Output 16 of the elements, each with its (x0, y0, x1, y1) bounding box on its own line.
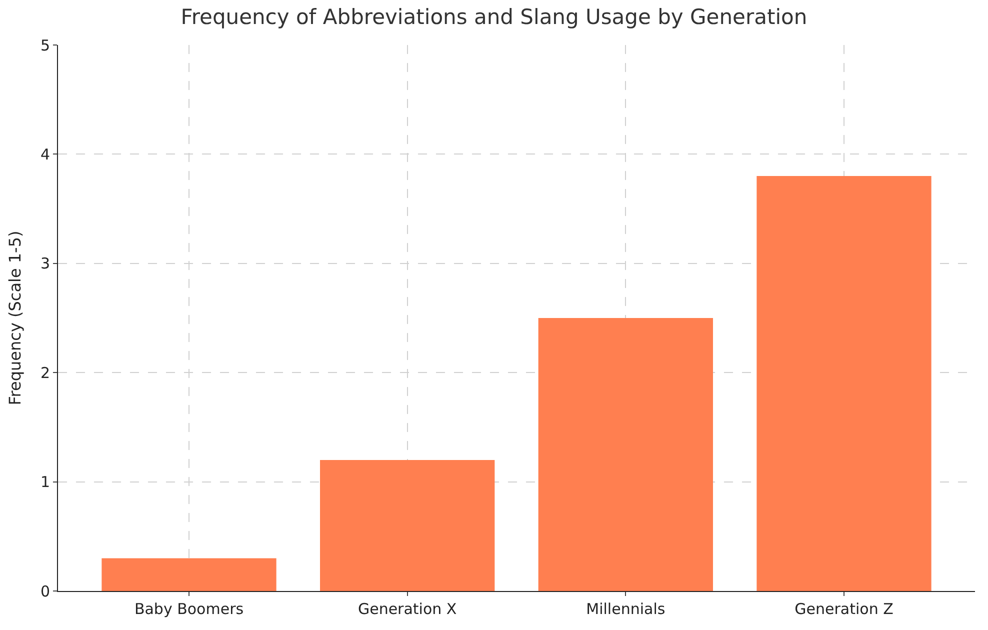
bar (756, 176, 932, 591)
y-tick-label: 1 (40, 473, 50, 492)
x-tick-label: Generation Z (794, 600, 894, 618)
x-tick-label: Generation X (358, 600, 457, 618)
x-tick-label: Millennials (586, 600, 666, 618)
y-tick-label: 4 (40, 145, 50, 164)
bar (102, 558, 276, 591)
chart-title: Frequency of Abbreviations and Slang Usage by Generation (180, 5, 808, 30)
y-tick-label: 5 (40, 36, 50, 54)
y-tick-label: 2 (40, 364, 50, 382)
y-tick-label: 0 (40, 582, 50, 600)
y-axis-title: Frequency (Scale 1-5) (5, 230, 24, 406)
y-tick-label: 3 (40, 254, 50, 273)
x-tick-label: Baby Boomers (134, 600, 244, 618)
bar (538, 318, 713, 591)
bar (320, 460, 495, 591)
